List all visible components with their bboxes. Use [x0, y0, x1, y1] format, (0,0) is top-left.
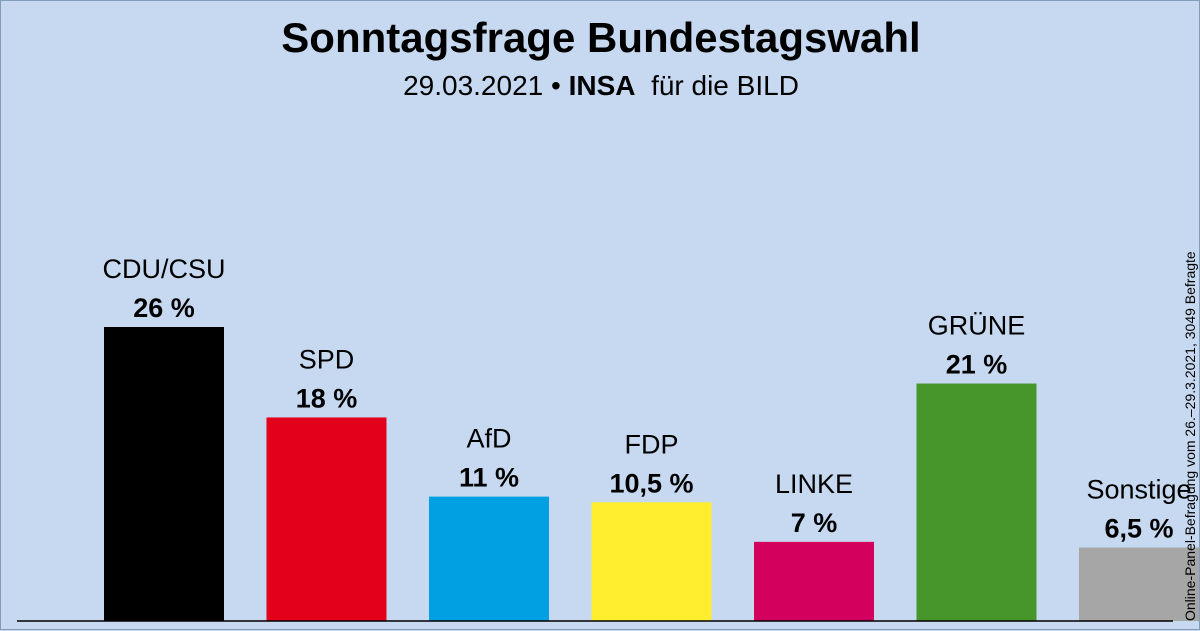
bar-grüne [916, 383, 1037, 621]
value-label-spd: 18 % [296, 383, 358, 413]
category-label-afd: AfD [466, 424, 511, 454]
subtitle-client: für die BILD [651, 70, 799, 101]
value-label-grüne: 21 % [946, 350, 1008, 380]
subtitle-bullet: • [551, 70, 561, 101]
chart-title: Sonntagsfrage Bundestagswahl [281, 14, 921, 61]
value-label-sonstige: 6,5 % [1104, 514, 1173, 544]
category-label-cdu-csu: CDU/CSU [102, 254, 225, 284]
bar-sonstige [1079, 547, 1199, 621]
category-label-fdp: FDP [625, 429, 679, 459]
category-label-grüne: GRÜNE [928, 311, 1026, 341]
source-note: Online-Panel-Befragung vom 26.–29.3.2021… [1182, 251, 1198, 621]
subtitle-institute: INSA [568, 70, 636, 101]
bar-spd [266, 417, 387, 621]
value-label-afd: 11 % [459, 463, 519, 493]
category-label-spd: SPD [299, 344, 355, 374]
value-label-fdp: 10,5 % [609, 468, 693, 498]
value-label-cdu-csu: 26 % [133, 293, 195, 323]
bar-cdu-csu [104, 327, 224, 621]
value-label-linke: 7 % [791, 508, 838, 538]
subtitle-date: 29.03.2021 [403, 70, 544, 101]
category-label-linke: LINKE [775, 469, 853, 499]
category-label-sonstige: Sonstige [1086, 475, 1191, 505]
bar-linke [754, 541, 874, 621]
chart-subtitle: 29.03.2021 • INSA für die BILD [1, 69, 1200, 103]
bar-fdp [591, 502, 712, 621]
bar-afd [429, 496, 549, 621]
